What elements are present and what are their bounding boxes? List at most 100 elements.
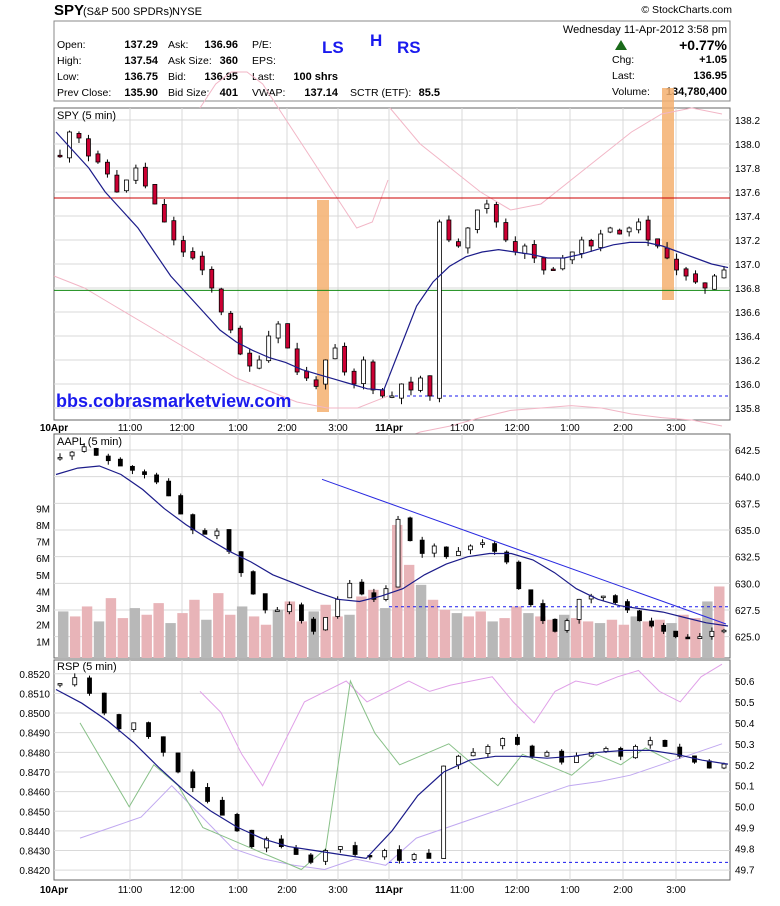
- candle-body: [175, 752, 181, 773]
- candle-body: [311, 618, 316, 632]
- brand-logo: © StockCharts.com: [641, 4, 732, 16]
- candle-body: [541, 257, 547, 271]
- candle-body: [618, 748, 624, 757]
- candle-body: [579, 239, 585, 254]
- volume-bar: [654, 619, 665, 658]
- volume-bar: [690, 618, 701, 658]
- stat-value: 135.90: [124, 87, 158, 99]
- x-tick-label: 2:00: [613, 423, 633, 434]
- right-tick-label: 50.0: [735, 803, 755, 814]
- candle-body: [205, 787, 210, 802]
- y-tick-label: 0.8480: [19, 748, 50, 759]
- volume-tick-label: 9M: [36, 504, 50, 515]
- volume-tick-label: 3M: [36, 604, 50, 615]
- panel-title: SPY (5 min): [57, 110, 116, 122]
- candle-body: [130, 465, 135, 471]
- volume-bar: [284, 601, 296, 658]
- candle-body: [226, 529, 232, 552]
- y-tick-label: 0.8440: [19, 827, 50, 838]
- volume-bar: [165, 623, 176, 658]
- moving-average-line: [55, 465, 729, 627]
- y-tick-label: 136.8: [735, 284, 760, 295]
- right-tick-label: 50.5: [735, 698, 755, 709]
- candle-body: [87, 677, 92, 694]
- x-tick-label: 3:00: [328, 885, 348, 896]
- x-axis-bottom: 10Apr 11:00 12:00 1:00 2:00 3:00 11Apr 11:00 12:…: [40, 885, 686, 896]
- candle-body: [693, 273, 698, 283]
- volume-bar: [58, 611, 69, 658]
- stat-value: 136.75: [124, 71, 158, 83]
- volume-bar: [570, 618, 582, 658]
- stat-label: P/E:: [252, 39, 272, 51]
- right-tick-label: 50.2: [735, 761, 755, 772]
- candle-body: [142, 471, 147, 475]
- candle-body: [437, 221, 442, 399]
- candle-body: [286, 604, 292, 613]
- volume-bar: [618, 624, 630, 658]
- x-tick-label: 11:00: [450, 423, 475, 434]
- y-tick-label: 135.8: [735, 404, 760, 415]
- stat-label: Bid Size:: [168, 87, 209, 99]
- volume-tick-label: 7M: [36, 538, 50, 549]
- x-tick-label: 12:00: [504, 885, 529, 896]
- candle-body: [685, 636, 691, 640]
- y-tick-label: 632.5: [735, 553, 760, 564]
- stat-value: 137.14: [304, 87, 339, 99]
- right-tick-label: 49.8: [735, 845, 755, 856]
- upper-envelope: [199, 71, 389, 229]
- candle-body: [426, 852, 432, 859]
- candle-body: [214, 530, 220, 537]
- volume-bar: [535, 616, 546, 658]
- candle-body: [313, 379, 319, 387]
- candle-body: [266, 335, 272, 362]
- x-tick-label: 1:00: [560, 885, 580, 896]
- candle-body: [617, 229, 623, 235]
- candle-body: [86, 138, 91, 157]
- upper-envelope: [389, 107, 723, 211]
- y-tick-label: 637.5: [735, 499, 760, 510]
- volume-tick-label: 8M: [36, 521, 50, 532]
- candle-body: [342, 345, 347, 373]
- candle-body: [395, 518, 401, 588]
- volume-bar: [368, 589, 379, 658]
- candle-body: [396, 849, 402, 861]
- right-tick-label: 50.4: [735, 719, 755, 730]
- candle-body: [492, 543, 498, 552]
- x-tick-label: 11:00: [450, 885, 475, 896]
- candle-body: [677, 746, 683, 757]
- x-tick-label: 10Apr: [40, 423, 68, 434]
- candle-body: [655, 238, 660, 247]
- candle-body: [721, 629, 727, 633]
- candle-body: [516, 561, 522, 590]
- volume-bar: [320, 604, 331, 658]
- right-tick-label: 49.7: [735, 866, 755, 877]
- right-tick-label: 50.6: [735, 677, 755, 688]
- y-tick-label: 0.8420: [19, 866, 50, 877]
- volume-bar: [117, 618, 129, 658]
- candle-body: [637, 610, 642, 622]
- right-tick-label: 49.9: [735, 824, 755, 835]
- lower-envelope: [53, 275, 389, 409]
- candle-body: [69, 451, 75, 457]
- y-tick-label: 642.5: [735, 446, 760, 457]
- candle-body: [522, 245, 528, 254]
- candle-body: [180, 240, 186, 253]
- y-tick-label: 625.0: [735, 633, 760, 644]
- volume-bar: [201, 619, 212, 658]
- candle-body: [370, 361, 376, 391]
- x-tick-label: 1:00: [228, 885, 248, 896]
- candle-body: [237, 327, 243, 355]
- candle-body: [228, 312, 234, 331]
- candle-body: [133, 167, 139, 181]
- up-arrow-icon: [615, 40, 627, 50]
- volume-bar: [403, 564, 415, 658]
- candle-body: [560, 257, 566, 270]
- y-tick-label: 627.5: [735, 606, 760, 617]
- candle-body: [382, 850, 388, 858]
- volume-bar: [678, 614, 689, 658]
- x-tick-label: 2:00: [613, 885, 633, 896]
- volume-bar: [153, 603, 164, 658]
- volume-bar: [129, 608, 140, 658]
- x-tick-label: 11Apr: [375, 423, 403, 434]
- candle-body: [171, 220, 177, 241]
